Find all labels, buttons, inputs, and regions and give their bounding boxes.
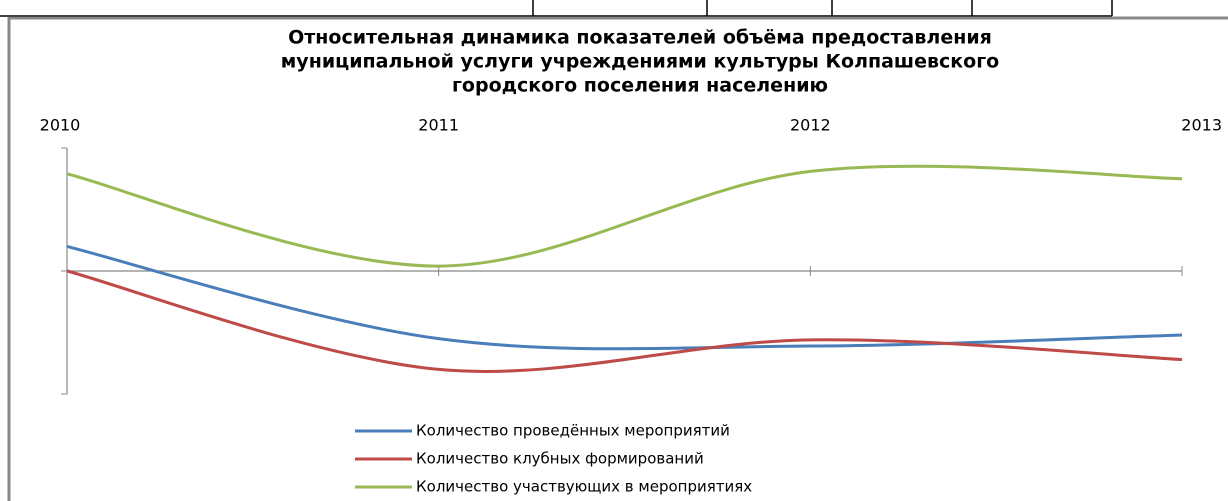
series-line xyxy=(66,244,1183,351)
x-tick-label: 2011 xyxy=(418,116,459,135)
x-tick-label: 2012 xyxy=(790,116,831,135)
table-fragment xyxy=(0,0,1113,17)
legend-label: Количество клубных формирований xyxy=(416,450,704,468)
legend-label: Количество проведённых мероприятий xyxy=(416,422,730,440)
x-tick-label: 2013 xyxy=(1181,116,1222,135)
x-tick-label: 2010 xyxy=(40,116,81,135)
legend-label: Количество участвующих в мероприятиях xyxy=(416,478,752,496)
chart-title: муниципальной услуги учреждениями культу… xyxy=(281,51,999,73)
series-line xyxy=(66,164,1183,268)
chart-frame xyxy=(7,16,1228,501)
series-line xyxy=(66,269,1183,373)
chart-title: городского поселения населению xyxy=(452,75,828,97)
chart-title: Относительная динамика показателей объём… xyxy=(288,27,992,49)
